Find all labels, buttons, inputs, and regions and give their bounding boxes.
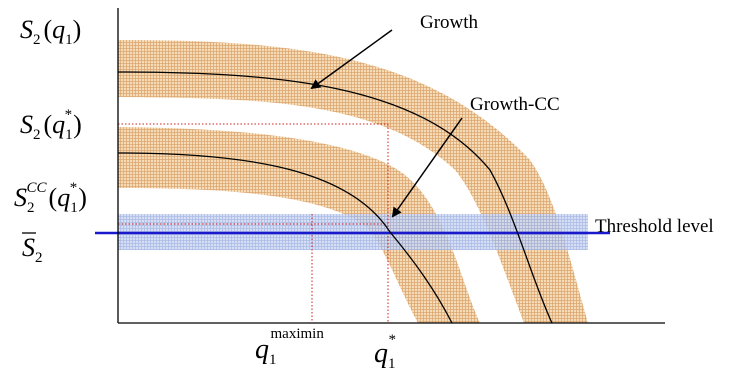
growth-cc-label: Growth-CC (470, 94, 560, 115)
label-s2-bar: S2 (22, 232, 43, 266)
label-q1-maximin: q1maximin (255, 326, 324, 368)
growth-curve (117, 71, 553, 324)
label-s2-q1-star: S2 (q1*) (20, 107, 82, 143)
growth-cc-band (118, 127, 480, 323)
label-q1-star: q1* (374, 332, 396, 371)
growth-band (118, 40, 588, 323)
label-s2-q1: S2 (q1) (20, 15, 81, 48)
growth-label: Growth (420, 12, 479, 33)
label-s2cc-q1-star: S2CC(q1*) (14, 180, 87, 216)
growth-cc-curve (117, 152, 453, 324)
growth-cc-arrow (391, 117, 463, 218)
svg-text:S2: S2 (22, 233, 43, 266)
growth-arrow (310, 29, 393, 90)
threshold-label: Threshold level (595, 216, 714, 237)
